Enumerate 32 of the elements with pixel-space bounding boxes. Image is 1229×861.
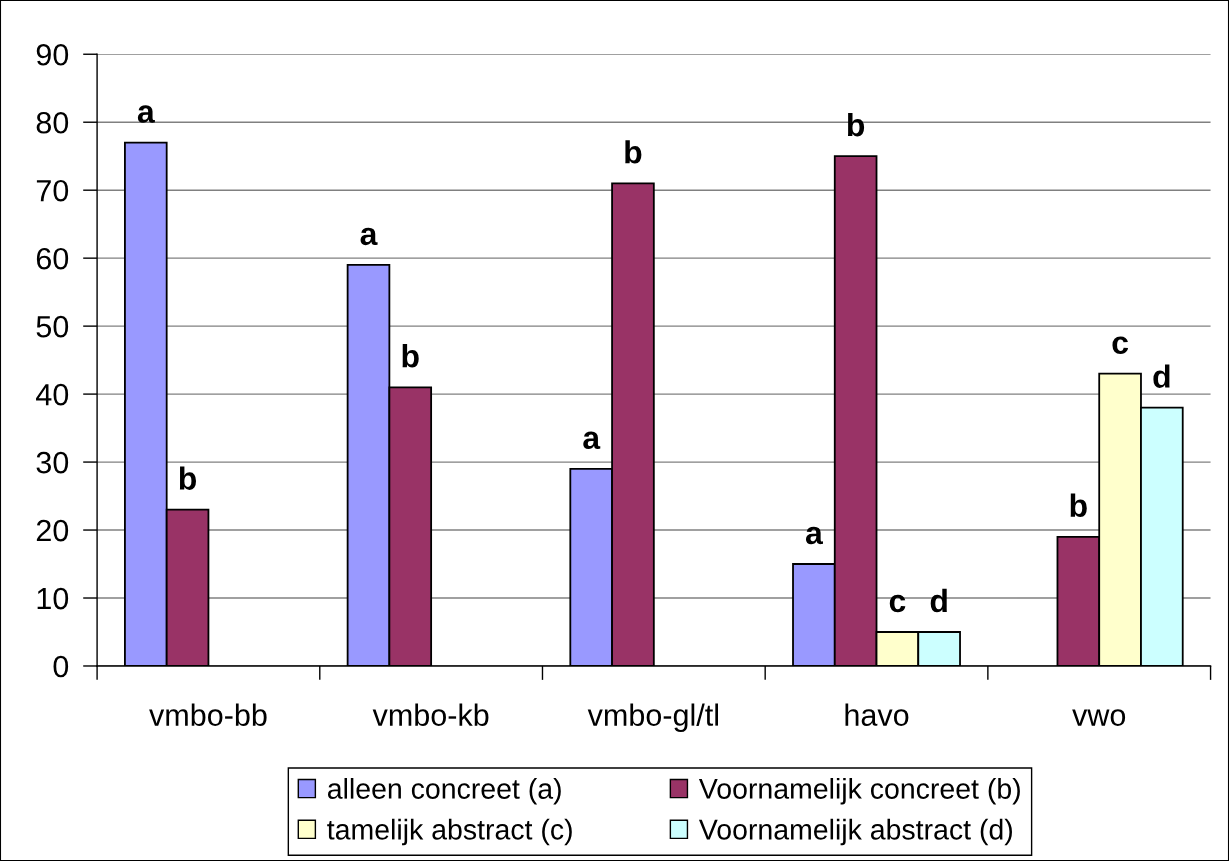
data-label: b [848, 112, 865, 137]
data-label: a [137, 105, 155, 123]
data-label: a [583, 431, 601, 450]
y-tick-label: 60 [36, 247, 69, 270]
data-label: b [179, 466, 197, 490]
data-label: a [805, 526, 823, 545]
y-tick-label: 40 [36, 383, 69, 406]
y-tick-label: 10 [37, 587, 69, 610]
data-label: b [402, 344, 419, 368]
y-tick-label: 80 [36, 111, 69, 134]
data-label: d [930, 588, 947, 613]
data-label: c [889, 594, 906, 613]
data-label: c [1112, 336, 1129, 354]
data-label: d [1153, 364, 1170, 388]
y-tick-label: 30 [36, 451, 69, 474]
x-tick-label: vmbo-gl/tl [587, 703, 719, 732]
y-tick-label: 70 [36, 179, 69, 202]
x-tick-label: vmbo-kb [372, 703, 489, 726]
x-tick-label: vmbo-bb [149, 703, 267, 726]
data-label: a [360, 227, 378, 246]
legend-label: alleen concreet (a) [327, 777, 561, 805]
data-label: b [625, 140, 642, 164]
x-tick-label: havo [845, 703, 909, 726]
y-tick-label: 20 [36, 519, 69, 542]
y-tick-label: 50 [36, 315, 69, 338]
y-tick-label: 90 [36, 43, 69, 66]
legend-label: Voornamelijk abstract (d) [698, 818, 1012, 846]
data-label: b [1070, 493, 1087, 518]
y-tick-label: 0 [53, 655, 69, 678]
x-tick-label: vwo [1072, 709, 1126, 726]
legend-label: tamelijk abstract (c) [327, 818, 572, 846]
legend-label: Voornamelijk concreet (b) [698, 777, 1020, 805]
